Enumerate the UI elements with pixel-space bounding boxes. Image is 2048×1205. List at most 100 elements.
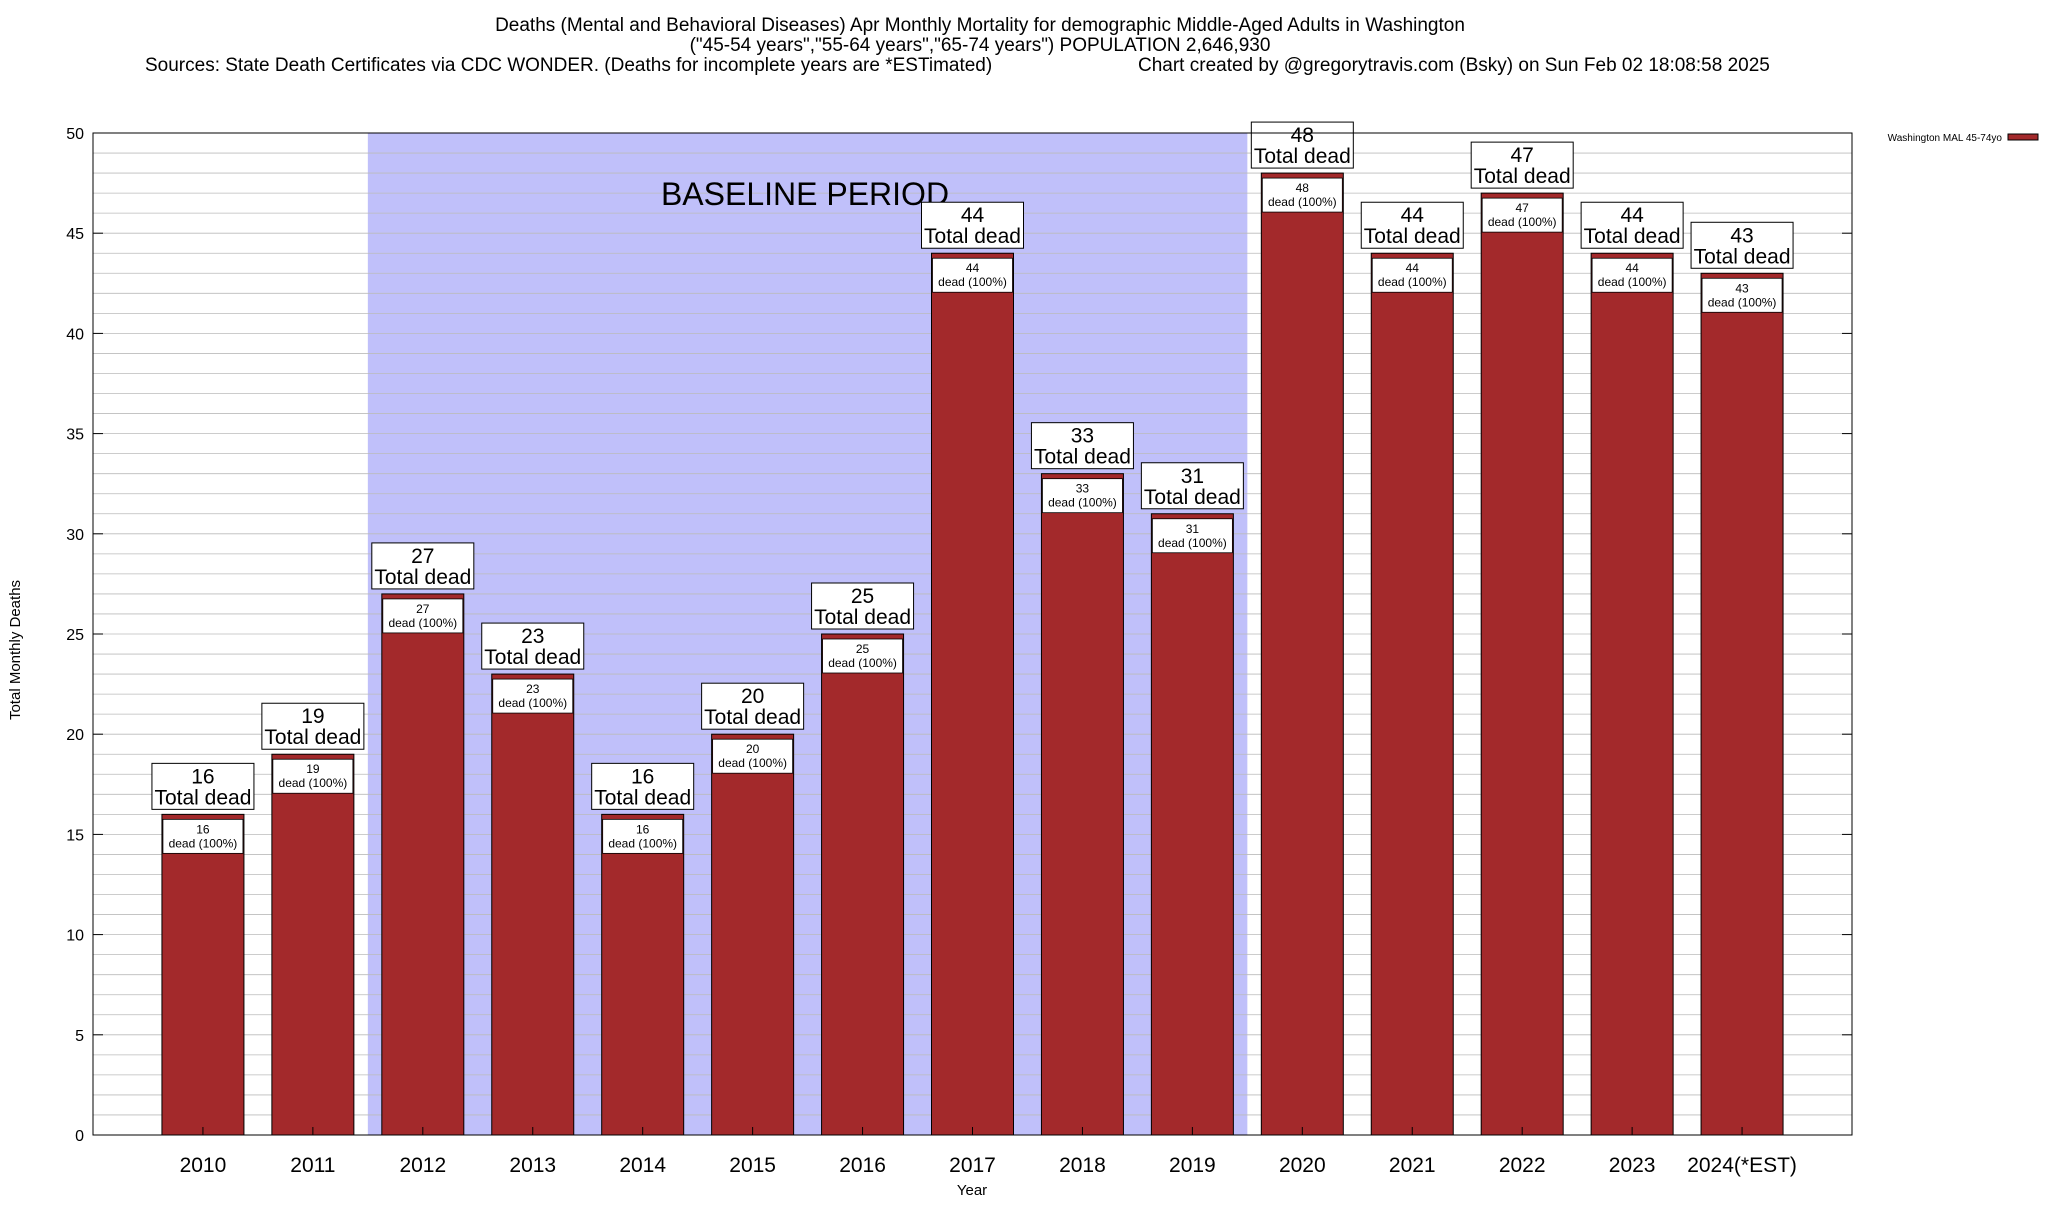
- bar: [381, 593, 465, 1136]
- y-tick-label: 5: [75, 1028, 84, 1045]
- total-dead-label: Total dead: [1474, 165, 1571, 188]
- bar: [1480, 192, 1564, 1136]
- total-dead-label: Total dead: [1584, 225, 1681, 248]
- bar-inner-value: 16: [636, 822, 650, 836]
- total-value-label: 31: [1181, 465, 1204, 488]
- bar-inner-label: dead (100%): [1268, 195, 1337, 209]
- bar-inner-label-box: [932, 257, 1013, 293]
- bar-inner-label-box: [1151, 518, 1233, 554]
- total-dead-label: Total dead: [1144, 486, 1241, 509]
- x-tick-label: 2010: [180, 1154, 227, 1177]
- x-tick-label: 2017: [949, 1154, 996, 1177]
- bar-inner-value: 27: [416, 602, 430, 616]
- bar-inner-value: 23: [526, 682, 540, 696]
- total-value-label: 19: [301, 705, 324, 728]
- bar-inner-label-box: [602, 818, 684, 854]
- bar: [1370, 252, 1454, 1136]
- bar-inner-value: 43: [1735, 281, 1749, 295]
- bar-inner-label-box: [822, 638, 903, 674]
- bar: [1700, 272, 1784, 1136]
- bar-inner-label-box: [1481, 197, 1563, 233]
- total-value-label: 44: [1620, 204, 1644, 227]
- plot-border: [92, 132, 1853, 1136]
- total-label-box: [701, 682, 805, 730]
- total-dead-label: Total dead: [594, 786, 691, 809]
- total-value-label: 16: [631, 765, 654, 788]
- total-value-label: 25: [851, 585, 874, 608]
- total-label-box: [1360, 201, 1464, 249]
- bar-inner-value: 47: [1516, 201, 1530, 215]
- total-value-label: 16: [191, 765, 214, 788]
- y-tick-label: 20: [66, 727, 84, 744]
- total-label-box: [1470, 141, 1574, 189]
- bar-inner-label: dead (100%): [1488, 215, 1557, 229]
- plot-area: BASELINE PERIOD0510152025303540455016dea…: [66, 121, 1853, 1177]
- bar-inner-value: 33: [1076, 482, 1090, 496]
- y-tick-label: 40: [66, 326, 84, 343]
- x-tick-label: 2024(*EST): [1687, 1154, 1797, 1177]
- bar-inner-label: dead (100%): [1598, 275, 1667, 289]
- total-value-label: 43: [1730, 224, 1753, 247]
- bar-inner-label: dead (100%): [1708, 295, 1777, 309]
- total-label-box: [811, 582, 915, 630]
- total-value-label: 48: [1291, 124, 1314, 147]
- bar-inner-label: dead (100%): [608, 836, 677, 850]
- x-tick-label: 2013: [509, 1154, 556, 1177]
- chart-credit: Chart created by @gregorytravis.com (Bsk…: [1138, 55, 1770, 76]
- bar: [711, 733, 795, 1136]
- total-dead-label: Total dead: [264, 726, 361, 749]
- bar-inner-label-box: [272, 758, 354, 794]
- bar-inner-label-box: [162, 818, 244, 854]
- y-tick-label: 15: [66, 827, 84, 844]
- x-tick-label: 2011: [290, 1154, 335, 1177]
- x-tick-label: 2020: [1279, 1154, 1326, 1177]
- y-tick-label: 30: [66, 527, 84, 544]
- y-tick-label: 35: [66, 427, 84, 444]
- bar-inner-label-box: [492, 678, 574, 714]
- total-label-box: [1250, 121, 1354, 169]
- legend-swatch: [2007, 133, 2039, 141]
- bar-inner-label-box: [1371, 257, 1453, 293]
- total-dead-label: Total dead: [704, 706, 801, 729]
- total-dead-label: Total dead: [484, 646, 581, 669]
- x-tick-label: 2012: [399, 1154, 446, 1177]
- bar-inner-label: dead (100%): [718, 756, 787, 770]
- total-value-label: 27: [411, 545, 434, 568]
- bar-inner-label: dead (100%): [1378, 275, 1447, 289]
- y-tick-label: 45: [66, 226, 84, 243]
- total-dead-label: Total dead: [154, 786, 251, 809]
- y-tick-label: 0: [75, 1128, 84, 1145]
- bar: [1590, 252, 1674, 1136]
- bar-inner-label: dead (100%): [1048, 496, 1117, 510]
- y-tick-label: 25: [66, 627, 84, 644]
- bar: [601, 813, 685, 1136]
- bar-inner-label-box: [1701, 277, 1783, 313]
- total-dead-label: Total dead: [924, 225, 1021, 248]
- y-axis-label: Total Monthly Deaths: [7, 580, 24, 720]
- x-axis-label: Year: [957, 1182, 987, 1199]
- bar-inner-label-box: [382, 598, 464, 634]
- total-label-box: [481, 622, 585, 670]
- x-tick-label: 2016: [839, 1154, 886, 1177]
- total-label-box: [1030, 422, 1134, 470]
- total-dead-label: Total dead: [814, 606, 911, 629]
- x-tick-label: 2019: [1169, 1154, 1216, 1177]
- total-label-box: [1690, 221, 1794, 269]
- bar: [161, 813, 245, 1136]
- total-dead-label: Total dead: [1254, 145, 1351, 168]
- total-value-label: 44: [1401, 204, 1425, 227]
- bar-inner-value: 25: [856, 642, 870, 656]
- bar-inner-label: dead (100%): [828, 656, 897, 670]
